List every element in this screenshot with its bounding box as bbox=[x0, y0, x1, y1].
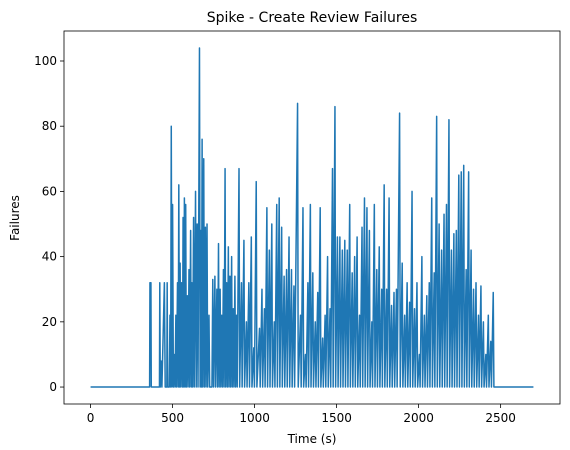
y-tick-label: 80 bbox=[42, 119, 57, 133]
x-tick-label: 500 bbox=[161, 411, 184, 425]
x-tick-label: 1000 bbox=[239, 411, 270, 425]
plot-frame bbox=[63, 30, 561, 405]
x-tick-label: 1500 bbox=[321, 411, 352, 425]
y-tick-label: 40 bbox=[42, 250, 57, 264]
x-axis-label: Time (s) bbox=[287, 432, 337, 446]
x-tick-label: 0 bbox=[87, 411, 95, 425]
series-line bbox=[90, 47, 534, 388]
y-tick-label: 0 bbox=[49, 380, 57, 394]
y-tick-label: 60 bbox=[42, 184, 57, 198]
x-axis: 0 500 1000 1500 2000 2500 bbox=[87, 404, 516, 425]
y-axis-label: Failures bbox=[8, 195, 22, 241]
x-tick-label: 2500 bbox=[485, 411, 516, 425]
chart-title: Spike - Create Review Failures bbox=[207, 10, 418, 26]
y-tick-label: 20 bbox=[42, 315, 57, 329]
y-tick-label: 100 bbox=[34, 54, 57, 68]
x-tick-label: 2000 bbox=[403, 411, 434, 425]
y-axis: 0 20 40 60 80 100 bbox=[34, 54, 64, 394]
